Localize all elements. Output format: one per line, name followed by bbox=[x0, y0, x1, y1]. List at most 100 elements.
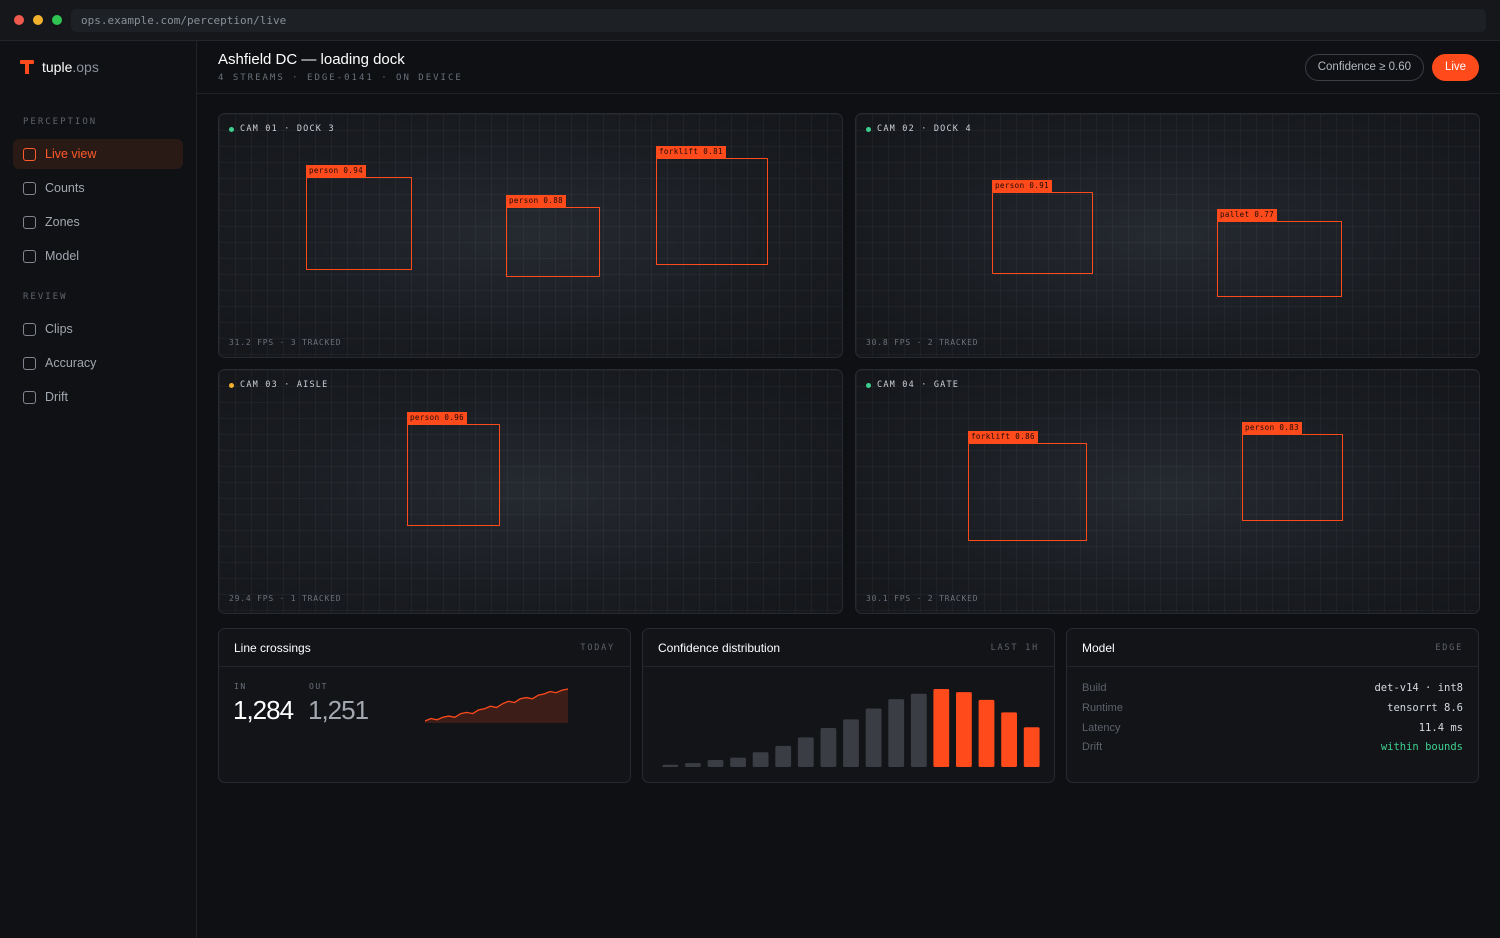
histogram-bar bbox=[1023, 727, 1040, 767]
camera-footer: 31.2 FPS · 3 TRACKED bbox=[229, 338, 342, 347]
status-dot-icon bbox=[866, 382, 871, 388]
card-header: Line crossings TODAY bbox=[219, 629, 630, 667]
detection-label: person 0.96 bbox=[407, 412, 468, 424]
detection-label: pallet 0.77 bbox=[1217, 209, 1278, 221]
histogram-bar bbox=[865, 708, 882, 767]
detection-box[interactable]: person 0.94 bbox=[306, 165, 412, 270]
histogram-bar bbox=[752, 752, 769, 767]
camera-label: CAM 03 · AISLE bbox=[229, 380, 328, 390]
histogram-bar bbox=[797, 737, 814, 767]
card-tag: TODAY bbox=[580, 643, 615, 653]
model-build-value: det-v14 · int8 bbox=[1374, 682, 1463, 694]
model-latency-label: Latency bbox=[1082, 722, 1121, 734]
camera-panel-cam-04[interactable]: CAM 04 · GATE forklift 0.86 person 0.83 … bbox=[855, 369, 1480, 614]
sidebar-item-label: Accuracy bbox=[45, 356, 97, 370]
histogram-bar bbox=[843, 719, 859, 767]
sidebar-item-zones[interactable]: Zones bbox=[13, 207, 183, 237]
sidebar-item-label: Zones bbox=[45, 215, 80, 229]
out-value: 1,251 bbox=[308, 695, 369, 725]
sidebar-item-clips[interactable]: Clips bbox=[13, 314, 183, 344]
camera-footer: 30.8 FPS · 2 TRACKED bbox=[866, 338, 979, 347]
clips-icon bbox=[23, 322, 36, 336]
in-value: 1,284 bbox=[233, 695, 294, 725]
live-view-icon bbox=[23, 147, 36, 161]
sidebar-item-counts[interactable]: Counts bbox=[13, 173, 183, 203]
camera-panel-cam-03[interactable]: CAM 03 · AISLE person 0.96 29.4 FPS · 1 … bbox=[218, 369, 843, 614]
histogram-bar bbox=[662, 764, 679, 767]
histogram-bar bbox=[933, 689, 950, 767]
detection-box[interactable]: person 0.88 bbox=[506, 195, 600, 277]
card-title: Confidence distribution bbox=[658, 641, 781, 655]
sidebar-item-live-view[interactable]: Live view bbox=[13, 139, 183, 169]
histogram-bar bbox=[685, 763, 701, 767]
detection-box[interactable]: forklift 0.86 bbox=[968, 431, 1087, 541]
detection-label: person 0.88 bbox=[506, 195, 567, 207]
nav-section-perception: PERCEPTION bbox=[23, 117, 98, 127]
live-button[interactable]: Live bbox=[1432, 54, 1479, 81]
in-label: IN bbox=[234, 682, 247, 691]
sidebar-item-model[interactable]: Model bbox=[13, 241, 183, 271]
card-tag: EDGE bbox=[1435, 643, 1463, 653]
page-header: Ashfield DC — loading dock 4 STREAMS · E… bbox=[197, 41, 1500, 94]
drift-icon bbox=[23, 390, 36, 404]
sidebar-item-drift[interactable]: Drift bbox=[13, 382, 183, 412]
confidence-histogram bbox=[662, 689, 1040, 767]
card-title: Model bbox=[1082, 641, 1115, 655]
histogram-bar bbox=[978, 699, 995, 767]
card-tag: LAST 1H bbox=[990, 643, 1039, 653]
camera-footer: 30.1 FPS · 2 TRACKED bbox=[866, 594, 979, 603]
detection-box[interactable]: person 0.83 bbox=[1242, 422, 1343, 521]
address-bar[interactable]: ops.example.com/perception/live bbox=[71, 9, 1486, 32]
confidence-filter-button[interactable]: Confidence ≥ 0.60 bbox=[1304, 54, 1424, 81]
nav-section-review: REVIEW bbox=[23, 292, 68, 302]
line-crossings-card: Line crossings TODAY IN 1,284 OUT 1,251 bbox=[218, 628, 631, 783]
camera-name: CAM 04 · GATE bbox=[877, 380, 960, 390]
sidebar-item-label: Drift bbox=[45, 390, 68, 404]
brand[interactable]: tuple.ops bbox=[20, 59, 99, 75]
detection-box[interactable]: person 0.91 bbox=[992, 180, 1093, 274]
camera-panel-cam-01[interactable]: CAM 01 · DOCK 3 person 0.94 person 0.88 … bbox=[218, 113, 843, 358]
minimize-window-button[interactable] bbox=[33, 15, 43, 25]
histogram-bar bbox=[888, 699, 905, 767]
camera-panel-cam-02[interactable]: CAM 02 · DOCK 4 person 0.91 pallet 0.77 … bbox=[855, 113, 1480, 358]
maximize-window-button[interactable] bbox=[52, 15, 62, 25]
camera-name: CAM 02 · DOCK 4 bbox=[877, 124, 972, 134]
model-latency-value: 11.4 ms bbox=[1418, 722, 1463, 734]
sidebar-item-label: Live view bbox=[45, 147, 97, 161]
browser-bar: ops.example.com/perception/live bbox=[0, 0, 1500, 41]
detection-label: forklift 0.81 bbox=[656, 146, 726, 158]
sidebar-item-accuracy[interactable]: Accuracy bbox=[13, 348, 183, 378]
detection-box[interactable]: person 0.96 bbox=[407, 412, 500, 526]
out-label: OUT bbox=[309, 682, 328, 691]
sidebar-item-label: Model bbox=[45, 249, 80, 263]
histogram-bar bbox=[1001, 712, 1017, 767]
sidebar: tuple.ops PERCEPTION Live view Counts Zo… bbox=[0, 41, 197, 938]
page-title: Ashfield DC — loading dock bbox=[218, 51, 405, 68]
accuracy-icon bbox=[23, 356, 36, 370]
tuple-logo-icon bbox=[20, 60, 34, 74]
card-header: Model EDGE bbox=[1067, 629, 1478, 667]
histogram-bar bbox=[775, 745, 792, 767]
status-dot-icon bbox=[229, 382, 234, 388]
status-dot-icon bbox=[229, 126, 234, 132]
brand-suffix: .ops bbox=[72, 59, 99, 75]
zones-icon bbox=[23, 215, 36, 229]
detection-label: person 0.94 bbox=[306, 165, 367, 177]
camera-name: CAM 03 · AISLE bbox=[240, 380, 329, 390]
sparkline-area bbox=[425, 689, 568, 723]
close-window-button[interactable] bbox=[14, 15, 24, 25]
model-runtime-value: tensorrt 8.6 bbox=[1387, 702, 1463, 714]
histogram-bar bbox=[910, 693, 927, 767]
sidebar-item-label: Counts bbox=[45, 181, 85, 195]
detection-box[interactable]: pallet 0.77 bbox=[1217, 209, 1342, 297]
model-drift-value: within bounds bbox=[1380, 741, 1463, 753]
model-card: Model EDGE Build det-v14 · int8 Runtime … bbox=[1066, 628, 1479, 783]
brand-name: tuple bbox=[42, 59, 73, 75]
histogram-bar bbox=[730, 757, 746, 767]
detection-box[interactable]: forklift 0.81 bbox=[656, 146, 768, 265]
histogram-bar bbox=[707, 760, 724, 767]
camera-label: CAM 02 · DOCK 4 bbox=[866, 124, 972, 134]
model-drift-label: Drift bbox=[1082, 741, 1103, 753]
detection-label: forklift 0.86 bbox=[968, 431, 1038, 443]
counts-icon bbox=[23, 181, 36, 195]
